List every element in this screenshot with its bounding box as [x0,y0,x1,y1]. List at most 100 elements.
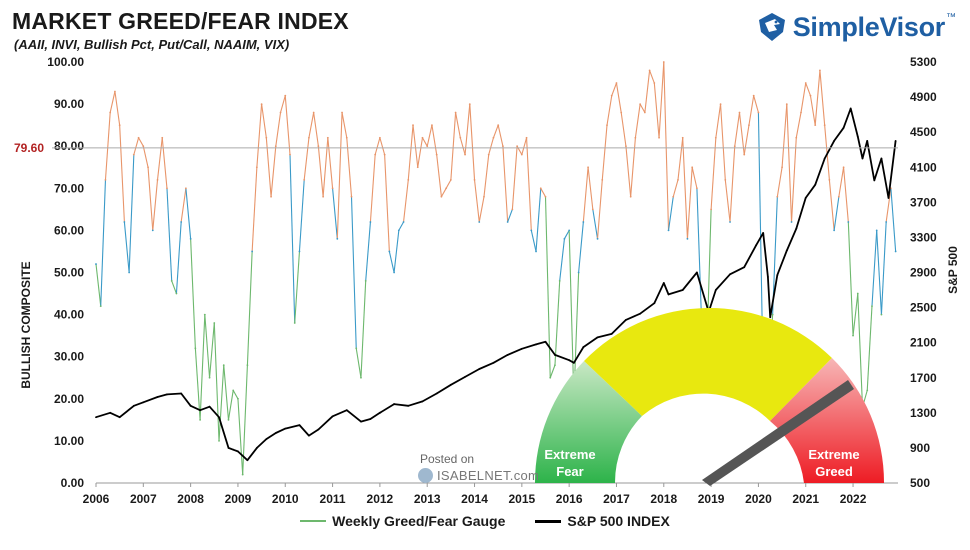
sp500-point [769,316,772,319]
gauge-segment [95,264,102,307]
gauge-segment [592,209,599,239]
y-tick-label: 30.00 [54,350,84,364]
sp500-point [180,392,183,395]
gauge-segment [246,251,253,366]
sp500-point [681,289,684,291]
sp500-series [95,107,897,462]
gauge-segment [445,179,452,189]
sp500-point [435,392,438,395]
gauge-point [487,153,490,156]
watermark: Posted on ISABELNET.com [418,452,558,483]
gauge-segment [128,154,135,273]
gauge-segment [185,188,192,239]
gauge-segment [403,179,409,223]
gauge-segment [682,137,688,239]
gauge-segment [265,137,272,197]
gauge-segment [213,322,220,441]
x-tick-label: 2021 [792,492,819,506]
gauge-point [785,103,788,105]
gauge-point [719,103,722,105]
gauge-segment [190,238,196,349]
gauge-point [743,153,746,156]
sp500-point [199,409,201,412]
gauge-point [814,124,817,127]
gauge-segment [535,188,542,252]
gauge-point [412,124,414,127]
gauge-segment [317,146,324,197]
sp500-point [227,447,230,449]
y2-tick-label: 4900 [910,90,937,104]
gauge-point [170,280,173,282]
watermark-label: Posted on [420,452,475,466]
sp500-point [142,401,145,404]
sp500-point [274,432,277,434]
gauge-segment [171,280,177,294]
sp500-point [610,332,613,335]
sp500-point [345,409,348,412]
gauge-segment [109,91,116,113]
gauge-segment [303,137,310,180]
globe-icon [418,468,433,483]
gauge-point [497,124,500,127]
gauge-point [449,178,452,181]
gauge-point [506,221,509,223]
gauge-point [880,313,883,316]
y2-tick-label: 900 [910,441,930,455]
gauge-segment [582,167,589,223]
brand-name: SimpleVisor [792,11,946,42]
gauge-segment [885,188,892,223]
sp500-point [378,411,381,414]
gauge-point [667,229,670,232]
sp500-point [464,375,466,378]
sp500-point [625,318,627,321]
x-tick-label: 2013 [414,492,441,506]
gauge-point [729,221,731,223]
gauge-point [374,153,377,156]
chart-subtitle: (AAII, INVI, Bullish Pct, Put/Call, NAAI… [14,37,290,52]
gauge-segment [194,348,201,420]
gauge-point [610,94,613,97]
gauge-point [298,250,301,253]
gauge-point [842,166,845,169]
gauge-segment [104,112,111,180]
gauge-point [653,82,656,84]
gauge-point [203,313,206,316]
dial-fear-label-line2: Fear [556,464,583,479]
gauge-segment [805,82,811,96]
y2-axis-label: S&P 500 [946,246,960,294]
gauge-point [833,229,836,232]
gauge-point [303,178,306,181]
gauge-segment [152,179,159,231]
gauge-point [345,136,348,139]
gauge-point [696,187,698,190]
gauge-segment [729,146,736,223]
sp500-point [317,428,320,431]
gauge-point [483,195,485,198]
sp500-point [544,340,547,343]
legend-item-gauge: Weekly Greed/Fear Gauge [300,513,505,529]
sp500-point [156,396,159,398]
gauge-point [558,280,561,282]
sp500-point [132,404,135,407]
gauge-segment [436,154,442,197]
gauge-point [416,166,419,169]
gauge-segment [847,221,854,336]
gauge-point [554,364,556,367]
gauge-segment [639,103,646,113]
y2-tick-label: 3300 [910,230,937,244]
sp500-point [218,416,220,419]
y2-tick-label: 3700 [910,195,937,209]
sp500-point [639,312,642,315]
gauge-point [407,178,410,181]
gauge-point [596,237,599,240]
x-tick-label: 2006 [83,492,110,506]
gauge-point [587,166,589,169]
gauge-point [681,136,684,139]
gauge-segment [227,390,234,420]
x-tick-label: 2020 [745,492,772,506]
sp500-point [714,289,717,291]
gauge-point [317,145,320,148]
x-tick-label: 2008 [177,492,204,506]
gauge-segment [119,125,125,223]
gauge-point [445,187,448,190]
